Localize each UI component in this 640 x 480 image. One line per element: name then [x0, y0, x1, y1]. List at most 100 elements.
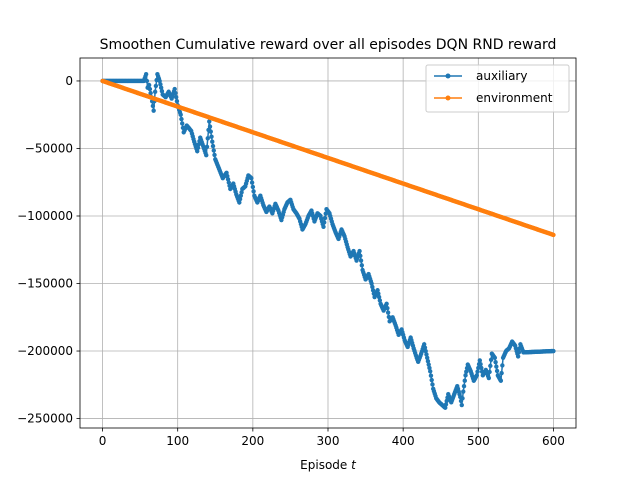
- y-tick-label: −250000: [17, 412, 73, 426]
- data-point-auxiliary: [249, 175, 254, 181]
- data-point-auxiliary: [426, 362, 431, 367]
- data-point-auxiliary: [250, 184, 256, 190]
- data-point-auxiliary: [421, 342, 427, 347]
- data-point-auxiliary: [476, 365, 481, 371]
- data-point-auxiliary: [147, 86, 153, 92]
- data-point-auxiliary: [444, 398, 449, 404]
- data-point-auxiliary: [376, 294, 382, 300]
- x-tick-label: 400: [392, 434, 415, 448]
- data-point-auxiliary: [478, 362, 483, 367]
- x-tick-label: 100: [166, 434, 189, 448]
- y-tick-label: −150000: [17, 277, 73, 291]
- data-point-auxiliary: [144, 78, 150, 84]
- data-point-auxiliary: [499, 370, 504, 376]
- data-point-auxiliary: [211, 148, 216, 153]
- x-axis-label-variable: t: [351, 458, 357, 472]
- data-point-auxiliary: [178, 112, 183, 117]
- data-point-auxiliary: [375, 288, 380, 293]
- data-point-auxiliary: [423, 348, 428, 354]
- data-point-auxiliary: [207, 119, 212, 124]
- data-point-auxiliary: [196, 142, 201, 147]
- legend-environment-label: environment: [476, 91, 553, 105]
- data-point-auxiliary: [370, 284, 375, 290]
- data-point-auxiliary: [173, 90, 178, 96]
- data-point-auxiliary: [498, 378, 504, 383]
- data-point-auxiliary: [251, 189, 256, 194]
- data-point-auxiliary: [172, 86, 177, 92]
- data-point-auxiliary: [384, 301, 389, 306]
- x-tick-label: 500: [467, 434, 490, 448]
- legend: auxiliary environment: [425, 64, 570, 113]
- data-point-auxiliary: [422, 345, 428, 350]
- data-point-auxiliary: [462, 378, 467, 383]
- data-point-auxiliary: [459, 402, 464, 408]
- data-point-auxiliary: [385, 310, 391, 315]
- data-point-auxiliary: [425, 358, 431, 364]
- data-point-auxiliary: [369, 281, 374, 286]
- data-point-auxiliary: [494, 368, 500, 374]
- data-point-auxiliary: [492, 355, 498, 360]
- x-tick-label: 0: [99, 434, 107, 448]
- data-point-auxiliary: [463, 373, 468, 378]
- legend-auxiliary-marker: [445, 73, 451, 79]
- data-point-auxiliary: [488, 363, 493, 369]
- axis-ticks: 0 100 200 300 400 500 600 0 −50000 −100000 −150000…: [17, 74, 565, 448]
- y-tick-label: 0: [65, 74, 73, 88]
- data-point-auxiliary: [515, 354, 521, 359]
- plot-series: [100, 72, 556, 410]
- x-tick-label: 600: [542, 434, 565, 448]
- data-point-auxiliary: [208, 129, 213, 134]
- data-point-auxiliary: [425, 355, 430, 360]
- data-point-auxiliary: [238, 193, 244, 198]
- data-point-auxiliary: [370, 288, 376, 293]
- data-point-auxiliary: [158, 85, 164, 90]
- data-point-auxiliary: [464, 369, 469, 374]
- data-point-auxiliary: [429, 377, 434, 383]
- data-point-auxiliary: [322, 220, 327, 225]
- data-point-auxiliary: [377, 298, 383, 303]
- data-point-auxiliary: [143, 72, 149, 77]
- data-point-auxiliary: [493, 359, 498, 365]
- series-environment: [100, 78, 556, 238]
- data-point-auxiliary: [174, 99, 180, 104]
- data-point-auxiliary: [158, 82, 163, 87]
- data-point-auxiliary: [460, 396, 465, 401]
- y-tick-label: −100000: [17, 209, 73, 223]
- legend-auxiliary-label: auxiliary: [476, 69, 527, 83]
- data-point-auxiliary: [486, 375, 492, 381]
- y-tick-label: −50000: [25, 141, 73, 155]
- data-point-auxiliary: [173, 94, 179, 100]
- data-point-auxiliary: [157, 78, 162, 84]
- data-point-auxiliary: [195, 145, 201, 150]
- data-point-auxiliary: [479, 365, 484, 371]
- data-point-auxiliary: [487, 369, 492, 375]
- data-point-auxiliary: [322, 215, 328, 221]
- data-point-auxiliary: [551, 348, 556, 354]
- data-point-auxiliary: [443, 402, 449, 407]
- data-point-auxiliary: [430, 382, 435, 387]
- data-point-auxiliary: [475, 369, 480, 374]
- data-point-auxiliary: [159, 88, 165, 94]
- data-point-auxiliary: [239, 190, 244, 195]
- x-axis-label-text: Episode: [300, 458, 347, 472]
- data-point-auxiliary: [428, 369, 433, 374]
- data-point-auxiliary: [516, 350, 522, 355]
- data-point-auxiliary: [237, 196, 243, 202]
- data-point-auxiliary: [424, 352, 429, 357]
- data-point-auxiliary: [249, 180, 255, 185]
- data-point-auxiliary: [428, 373, 434, 378]
- data-point-auxiliary: [179, 116, 184, 122]
- data-point-auxiliary: [195, 148, 200, 154]
- data-point-auxiliary: [153, 83, 159, 89]
- x-tick-label: 300: [317, 434, 340, 448]
- legend-environment-marker: [445, 95, 451, 101]
- data-point-auxiliary: [477, 358, 483, 363]
- data-point-auxiliary: [209, 134, 214, 139]
- data-point-auxiliary: [148, 90, 153, 96]
- data-point-auxiliary: [210, 139, 215, 144]
- y-tick-label: −200000: [17, 344, 73, 358]
- data-point-auxiliary: [207, 124, 213, 129]
- x-axis-label: Episode t: [300, 458, 357, 472]
- data-point-auxiliary: [152, 89, 158, 94]
